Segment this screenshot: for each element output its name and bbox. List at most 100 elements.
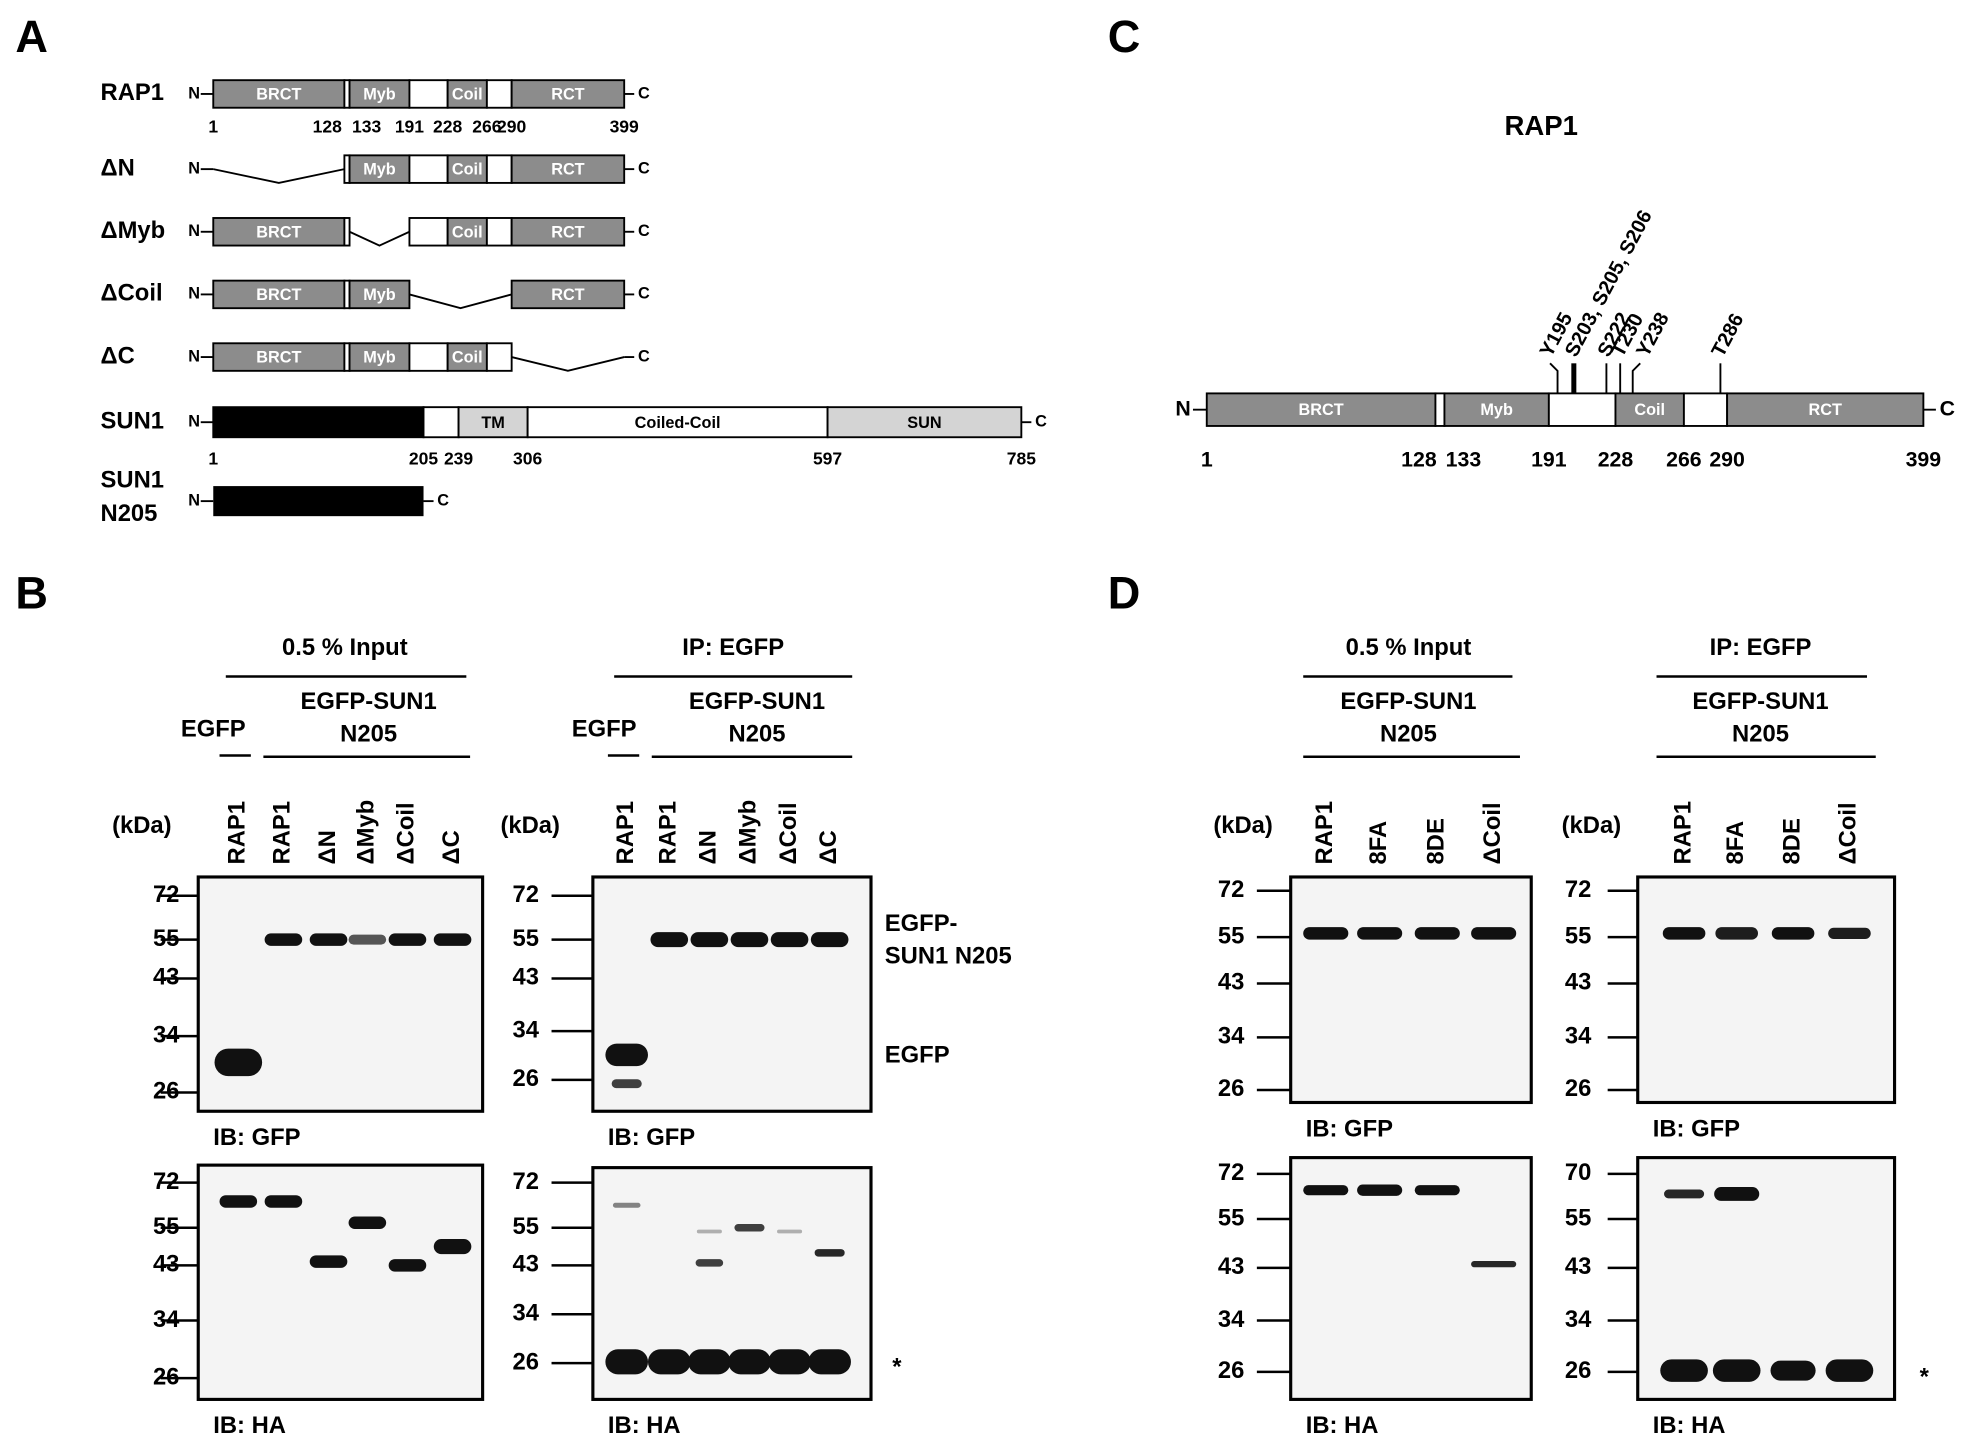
construct-label: N205 <box>1732 721 1789 748</box>
position-label: 128 <box>313 116 342 136</box>
band <box>1664 1189 1705 1199</box>
domain-label: Coil <box>452 223 483 241</box>
band <box>605 1349 648 1375</box>
domain-box <box>1726 392 1925 427</box>
domain-box <box>348 79 411 109</box>
band <box>1303 1185 1349 1196</box>
panel-label: A <box>15 11 48 62</box>
kda-label: (kDa) <box>112 812 172 839</box>
marker-label: 43 <box>1218 969 1244 996</box>
marker-label: 72 <box>1565 876 1591 903</box>
c-terminus: C <box>1035 412 1047 430</box>
blot-header: IP: EGFP <box>1710 634 1812 661</box>
band <box>1771 927 1815 940</box>
marker-label: 55 <box>513 1213 539 1240</box>
band <box>611 1079 642 1089</box>
marker-label: 34 <box>1218 1023 1245 1050</box>
band <box>1662 927 1706 940</box>
position-label: 228 <box>433 116 462 136</box>
position-label: 133 <box>1446 448 1482 472</box>
construct-label: EGFP-SUN1 <box>1340 688 1476 715</box>
domain-label: RCT <box>551 223 584 241</box>
band <box>777 1229 803 1234</box>
band <box>695 1259 724 1267</box>
marker-label: 72 <box>1218 876 1244 903</box>
domain-box <box>212 406 425 439</box>
ib-label: IB: GFP <box>608 1124 695 1151</box>
blot-membrane <box>1636 875 1897 1105</box>
lane-label: ΔCoil <box>393 802 420 864</box>
n-terminus: N <box>188 222 200 240</box>
annotation: * <box>892 1353 902 1380</box>
band <box>309 933 348 946</box>
ib-label: IB: GFP <box>213 1124 300 1151</box>
position-label: 239 <box>444 448 473 468</box>
position-label: 133 <box>352 116 381 136</box>
band <box>388 933 427 946</box>
band <box>1828 927 1871 939</box>
band <box>219 1195 258 1208</box>
domain-label: RCT <box>551 86 584 104</box>
lane-label: RAP1 <box>224 801 251 864</box>
panel-label: D <box>1108 567 1141 618</box>
domain-label: BRCT <box>256 223 301 241</box>
panel-label: B <box>15 567 48 618</box>
marker-label: 34 <box>513 1016 540 1043</box>
position-label: 1 <box>208 448 218 468</box>
domain-box <box>1434 392 1446 427</box>
c-terminus: C <box>638 285 650 303</box>
construct-name: RAP1 <box>101 79 164 106</box>
domain-box <box>510 154 626 184</box>
band <box>768 1349 811 1375</box>
domain-box <box>348 279 411 310</box>
domain-box <box>408 217 449 247</box>
domain-box <box>510 217 626 247</box>
control-label: EGFP <box>572 716 637 743</box>
domain-box <box>526 406 829 439</box>
band <box>214 1048 263 1077</box>
n-terminus: N <box>1175 396 1190 420</box>
lane-label: ΔC <box>815 830 842 864</box>
position-label: 205 <box>409 448 438 468</box>
band <box>696 1229 722 1234</box>
n-terminus: N <box>188 159 200 177</box>
marker-label: 26 <box>1218 1357 1244 1384</box>
band <box>1303 927 1349 940</box>
band <box>264 933 303 946</box>
domain-box <box>422 406 460 439</box>
domain-label: RCT <box>551 161 584 179</box>
band <box>730 932 769 948</box>
position-label: 290 <box>497 116 526 136</box>
domain-label: Coiled-Coil <box>635 414 721 432</box>
lane-label: RAP1 <box>1311 801 1338 864</box>
lane-label: RAP1 <box>269 801 296 864</box>
annotation: EGFP- <box>885 910 958 937</box>
marker-label: 34 <box>1218 1306 1245 1333</box>
band <box>605 1043 648 1067</box>
domain-box <box>485 342 513 372</box>
construct-label: N205 <box>340 721 397 748</box>
marker-label: 72 <box>513 1168 539 1195</box>
band <box>1357 1184 1403 1196</box>
lane-label: 8DE <box>1778 818 1805 864</box>
blot-header: 0.5 % Input <box>1346 634 1472 661</box>
band <box>728 1349 771 1375</box>
site-tick <box>1549 362 1559 394</box>
ib-label: IB: HA <box>213 1412 286 1439</box>
annotation: SUN1 N205 <box>885 942 1012 969</box>
ib-label: IB: GFP <box>1306 1115 1393 1142</box>
deletion-line <box>349 230 410 247</box>
domain-box <box>348 154 411 184</box>
deletion-line <box>511 356 625 372</box>
domain-box <box>408 154 449 184</box>
construct-label: EGFP-SUN1 <box>1692 688 1828 715</box>
marker-label: 43 <box>1565 1253 1591 1280</box>
ib-label: IB: HA <box>608 1412 681 1439</box>
marker-label: 70 <box>1565 1159 1591 1186</box>
domain-box <box>212 279 346 310</box>
n-terminus: N <box>188 347 200 365</box>
domain-label: TM <box>481 414 505 432</box>
marker-label: 34 <box>1565 1306 1592 1333</box>
construct-name: ΔMyb <box>101 217 166 244</box>
domain-label: Coil <box>452 349 483 367</box>
